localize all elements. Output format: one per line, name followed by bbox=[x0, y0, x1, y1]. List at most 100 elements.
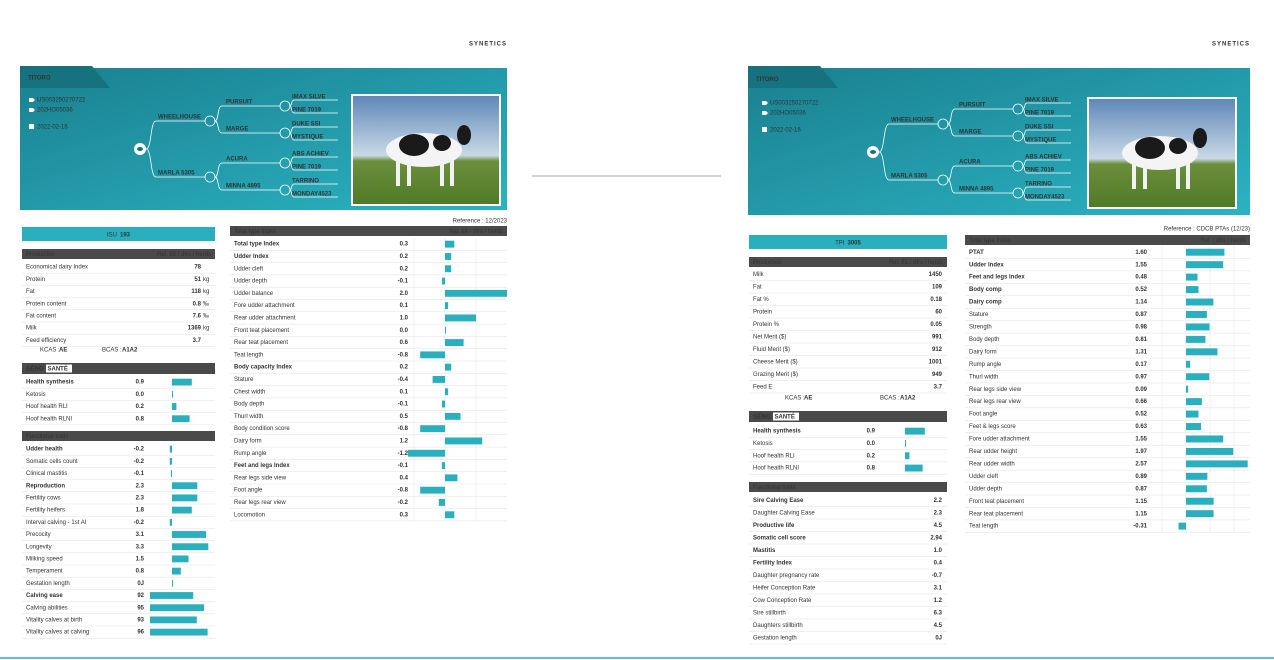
row-label: Economical dairy Index bbox=[26, 265, 88, 271]
value-bar bbox=[438, 499, 445, 506]
row-label: Reproduction bbox=[26, 483, 65, 489]
row-value: 0.52 bbox=[1135, 287, 1147, 293]
row-label: Gestation length bbox=[26, 581, 70, 587]
value-bar bbox=[172, 390, 173, 398]
row-value: 3.3 bbox=[136, 544, 145, 550]
row-value: 0.2 bbox=[136, 404, 145, 410]
pedigree-name: MONDAY4523 bbox=[292, 192, 332, 198]
row-value: 1450 bbox=[929, 272, 943, 278]
genosante-logo: SANTÉ bbox=[775, 413, 795, 421]
row-label: Rear legs side view bbox=[969, 387, 1022, 393]
row-label: Total type Index bbox=[234, 242, 280, 248]
pedigree-name: MARLA 5305 bbox=[158, 171, 195, 177]
value-bar bbox=[150, 592, 194, 599]
reliability: Rel. / dtrs / herds bbox=[1200, 238, 1246, 244]
row-value: -0.7 bbox=[932, 573, 943, 579]
row-value: 4.5 bbox=[934, 623, 943, 629]
value-bar bbox=[169, 445, 172, 453]
pedigree-name: ABS ACHIEV bbox=[1025, 155, 1062, 161]
genosante-logo: SANTÉ bbox=[48, 365, 68, 373]
value-bar bbox=[172, 543, 209, 551]
row-value: 1.60 bbox=[1135, 250, 1147, 256]
row-label: PTAT bbox=[969, 250, 984, 256]
row-label: Daughter Calving Ease bbox=[753, 510, 815, 516]
row-label: Foot angle bbox=[969, 412, 998, 418]
row-value: 1.2 bbox=[400, 439, 409, 445]
row-value: -0.2 bbox=[134, 520, 145, 526]
row-value: 109 bbox=[932, 284, 943, 290]
cow-leg bbox=[407, 160, 411, 186]
row-unit: ‰ bbox=[203, 313, 209, 319]
value-bar bbox=[1186, 423, 1202, 431]
row-value: 0.0 bbox=[400, 328, 409, 334]
animal-name: TITORO bbox=[28, 76, 51, 82]
row-label: Vitality calves at calving bbox=[26, 630, 89, 636]
row-label: Sire stillbirth bbox=[753, 610, 786, 616]
cow-leg bbox=[1176, 163, 1180, 189]
value-bar bbox=[172, 579, 173, 587]
section-title: Production bbox=[753, 260, 782, 266]
row-label: Cheese Merit ($) bbox=[753, 359, 798, 365]
pedigree-name: MARGE bbox=[959, 130, 981, 136]
row-value: -1.2 bbox=[398, 451, 409, 457]
section-title: Total type Index bbox=[234, 229, 276, 235]
row-label: Feed efficiency bbox=[26, 338, 66, 344]
row-value: 0.8 bbox=[867, 466, 876, 472]
animal-id: US003250270722 bbox=[37, 98, 86, 104]
pedigree-name: MINNA 4895 bbox=[959, 187, 994, 193]
row-value: 1.55 bbox=[1135, 437, 1147, 443]
row-value: 0.18 bbox=[930, 297, 942, 303]
row-value: 1.15 bbox=[1135, 499, 1147, 505]
value-bar bbox=[172, 415, 190, 423]
row-label: Interval calving - 1st AI bbox=[26, 520, 87, 526]
index-band bbox=[22, 227, 215, 241]
row-label: Cow Conception Rate bbox=[753, 598, 812, 604]
tag-icon bbox=[29, 108, 35, 112]
pedigree-name: TARRINO bbox=[292, 179, 319, 185]
row-value: 0.4 bbox=[934, 560, 943, 566]
pedigree-name: DUKE SSI bbox=[292, 122, 321, 128]
value-bar bbox=[169, 457, 172, 465]
section-header bbox=[230, 226, 507, 236]
row-label: Udder cleft bbox=[969, 474, 998, 480]
row-label: Foot angle bbox=[234, 488, 263, 494]
value-bar bbox=[172, 555, 189, 563]
value-bar bbox=[1186, 398, 1202, 406]
row-label: Clinical mastitis bbox=[26, 471, 67, 477]
row-unit: kg bbox=[203, 277, 209, 283]
value-bar bbox=[1186, 261, 1224, 269]
row-value: 949 bbox=[932, 372, 943, 378]
pedigree-name: DUKE SSI bbox=[1025, 125, 1054, 131]
row-value: -0.31 bbox=[1133, 524, 1147, 530]
value-bar bbox=[441, 277, 445, 285]
row-value: 0.9 bbox=[136, 380, 145, 386]
value-bar bbox=[150, 604, 204, 612]
row-label: Rear legs side view bbox=[234, 475, 287, 481]
kcas-value: AE bbox=[59, 348, 67, 354]
row-label: Rump angle bbox=[234, 451, 267, 457]
row-label: Temperament bbox=[26, 569, 63, 575]
value-bar bbox=[172, 403, 177, 410]
row-label: Protein content bbox=[26, 301, 67, 307]
section-header bbox=[749, 482, 947, 492]
value-bar bbox=[1186, 323, 1210, 331]
value-bar bbox=[420, 486, 445, 494]
row-label: Rear udder attachment bbox=[234, 316, 296, 322]
row-value: 78 bbox=[194, 265, 201, 271]
row-label: Fore udder attachment bbox=[234, 303, 295, 309]
row-label: Vitality calves at birth bbox=[26, 617, 82, 623]
row-value: 0.97 bbox=[1135, 374, 1147, 380]
pedigree-link bbox=[145, 120, 205, 150]
row-value: 0.5 bbox=[400, 414, 409, 420]
value-bar bbox=[445, 511, 455, 519]
pedigree-link bbox=[1022, 135, 1071, 144]
pedigree-name: PINE 7019 bbox=[292, 108, 322, 114]
row-label: Heifer Conception Rate bbox=[753, 585, 816, 591]
row-value: 0.87 bbox=[1135, 312, 1147, 318]
section-header bbox=[22, 249, 215, 259]
row-value: 1.31 bbox=[1135, 349, 1147, 355]
tag-icon bbox=[762, 101, 768, 105]
value-bar bbox=[445, 302, 449, 310]
value-bar bbox=[445, 412, 461, 420]
row-value: 0.48 bbox=[1135, 275, 1147, 281]
